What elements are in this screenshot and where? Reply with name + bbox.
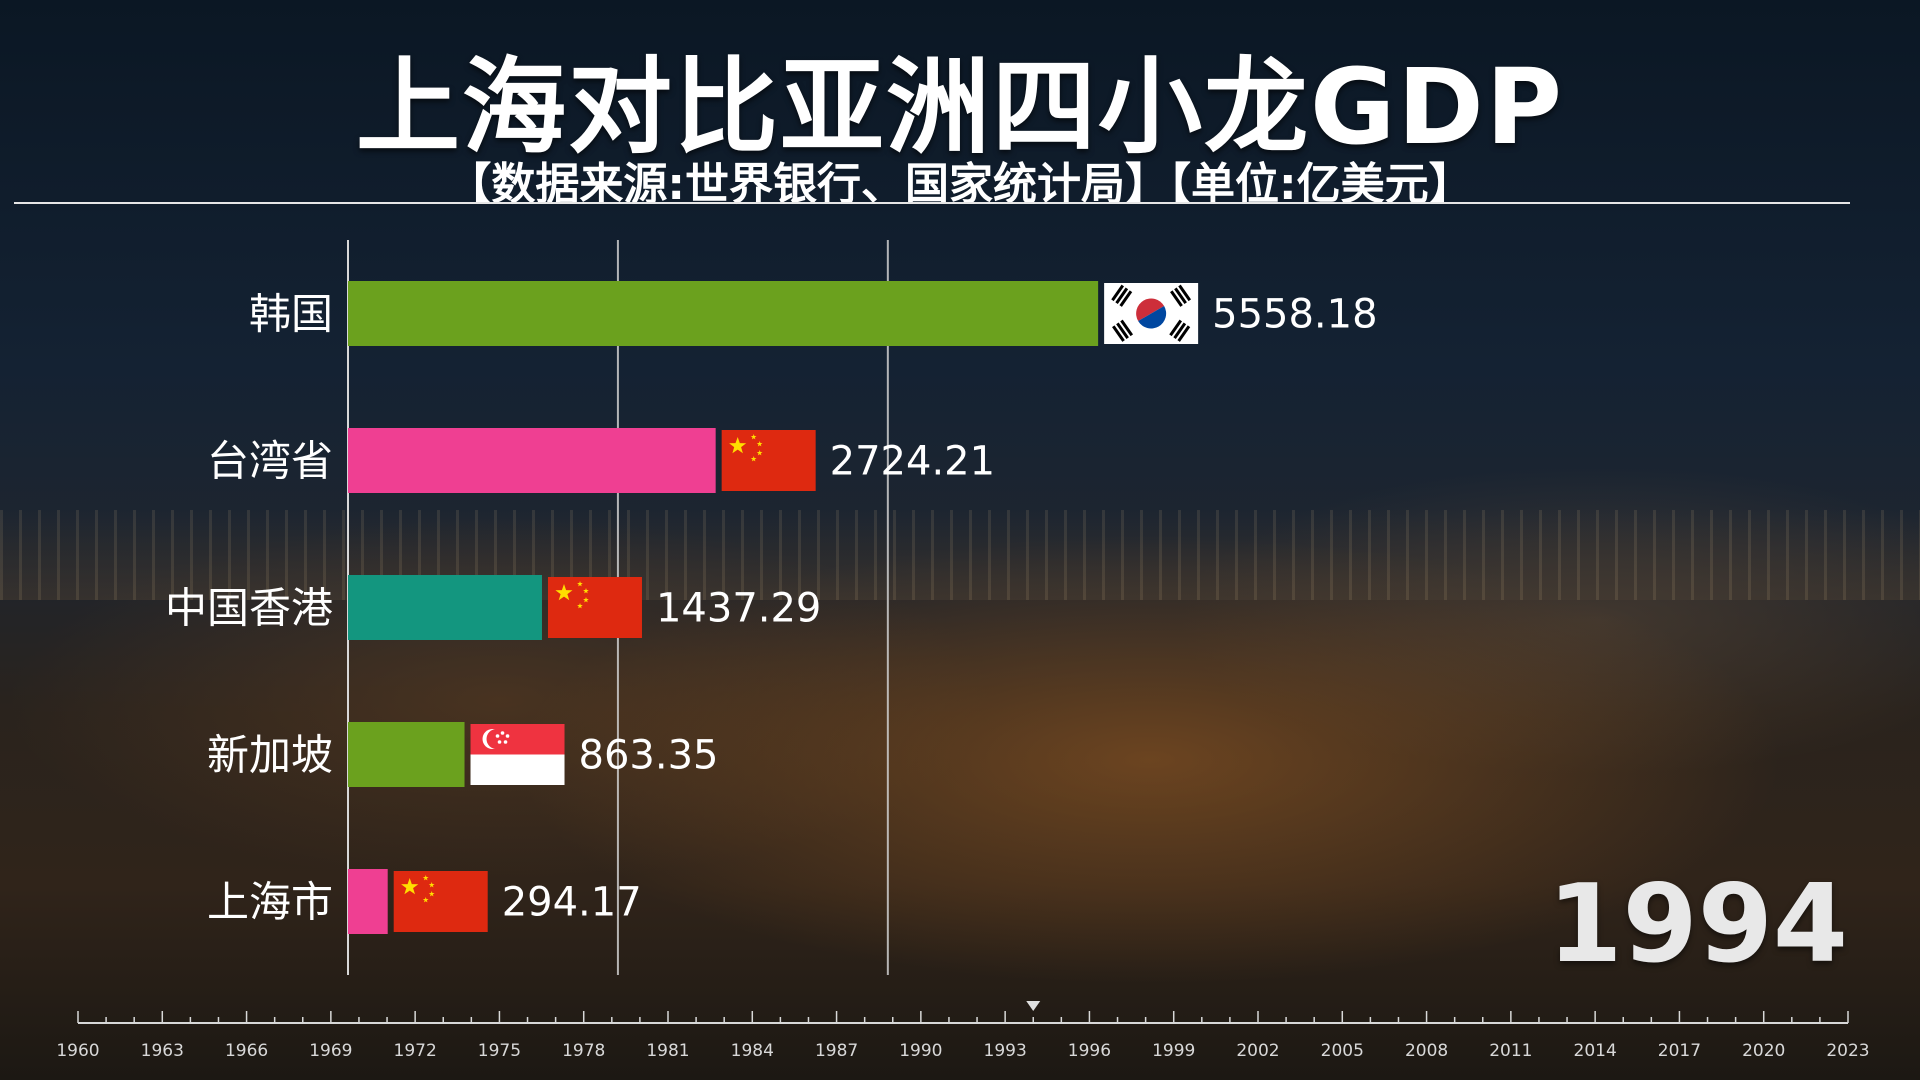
timeline-tick-label: 1993 xyxy=(984,1041,1027,1061)
bar-2 xyxy=(348,575,542,640)
korea-flag xyxy=(1104,283,1199,344)
timeline-tick-label: 2023 xyxy=(1826,1041,1869,1061)
timeline-tick-label: 1963 xyxy=(141,1041,184,1061)
category-label: 台湾省 xyxy=(207,437,333,486)
timeline-tick-label: 1999 xyxy=(1152,1041,1195,1061)
timeline-tick-label: 1966 xyxy=(225,1041,268,1061)
timeline-tick-label: 1969 xyxy=(309,1041,352,1061)
china-flag xyxy=(547,577,642,638)
timeline-tick-label: 1975 xyxy=(478,1041,521,1061)
timeline-tick-label: 2020 xyxy=(1742,1041,1785,1061)
timeline-tick-label: 1972 xyxy=(394,1041,437,1061)
timeline-tick-label: 1990 xyxy=(899,1041,942,1061)
bar-0 xyxy=(348,281,1099,346)
bar-1 xyxy=(348,428,716,493)
singapore-flag xyxy=(470,724,565,785)
category-label: 上海市 xyxy=(207,878,333,927)
china-flag xyxy=(721,430,816,491)
category-label: 新加坡 xyxy=(207,731,333,780)
chart-subtitle: 【数据来源:世界银行、国家统计局】【单位:亿美元】 xyxy=(447,159,1473,210)
timeline-tick-label: 2002 xyxy=(1236,1041,1279,1061)
timeline-current-marker xyxy=(1026,1001,1041,1011)
value-label: 2724.21 xyxy=(830,439,995,485)
timeline-tick-label: 1984 xyxy=(731,1041,774,1061)
timeline-tick-label: 1996 xyxy=(1068,1041,1111,1061)
timeline-tick-label: 1960 xyxy=(56,1041,99,1061)
background-skyline xyxy=(0,510,1920,600)
timeline-tick-label: 2005 xyxy=(1321,1041,1364,1061)
value-label: 1437.29 xyxy=(656,586,821,632)
current-year: 1994 xyxy=(1547,862,1848,987)
value-label: 863.35 xyxy=(579,733,719,779)
title-divider xyxy=(14,202,1850,204)
timeline-tick-label: 1987 xyxy=(815,1041,858,1061)
timeline-tick-label: 2014 xyxy=(1574,1041,1617,1061)
chart-title: 上海对比亚洲四小龙GDP xyxy=(356,46,1564,168)
china-flag xyxy=(393,871,488,932)
bar-4 xyxy=(348,869,388,934)
value-label: 5558.18 xyxy=(1212,292,1377,338)
bar-3 xyxy=(348,722,465,787)
timeline-tick-label: 1978 xyxy=(562,1041,605,1061)
timeline-tick-label: 2008 xyxy=(1405,1041,1448,1061)
value-label: 294.17 xyxy=(502,880,642,926)
timeline-tick-label: 2017 xyxy=(1658,1041,1701,1061)
category-label: 韩国 xyxy=(249,290,333,339)
timeline-tick-label: 1981 xyxy=(646,1041,689,1061)
category-label: 中国香港 xyxy=(165,584,333,633)
timeline-tick-label: 2011 xyxy=(1489,1041,1532,1061)
